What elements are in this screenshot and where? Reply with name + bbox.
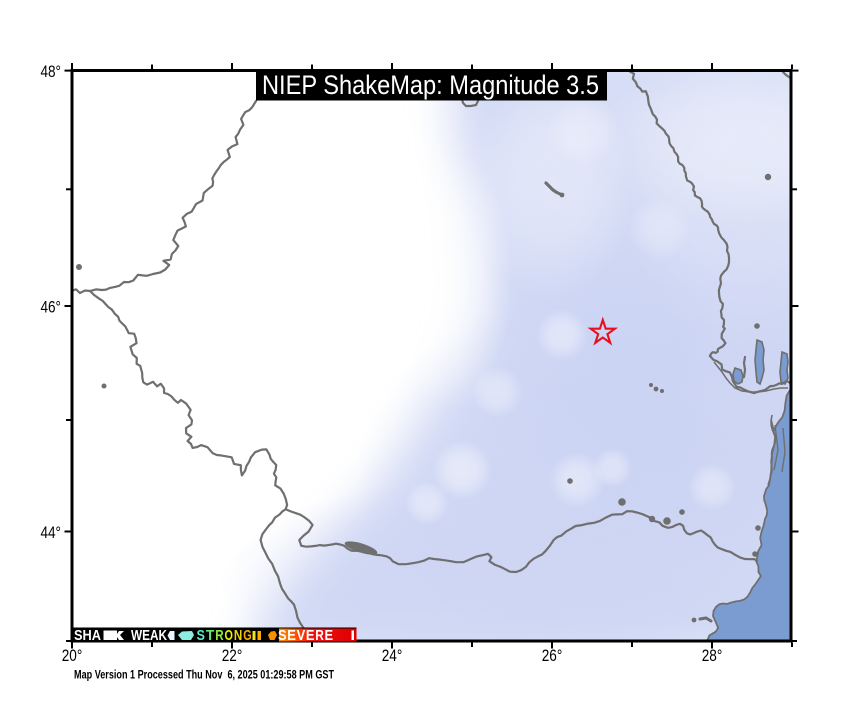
svg-text:46°: 46° bbox=[40, 298, 61, 317]
svg-text:S: S bbox=[197, 628, 206, 644]
svg-text:R: R bbox=[315, 628, 324, 644]
svg-text:E: E bbox=[306, 628, 315, 644]
svg-text:WEAK: WEAK bbox=[131, 628, 167, 644]
svg-text:G: G bbox=[243, 628, 251, 644]
svg-text:SHA: SHA bbox=[74, 628, 101, 644]
svg-text:E: E bbox=[325, 628, 334, 644]
svg-text:44°: 44° bbox=[40, 524, 61, 543]
svg-text:24°: 24° bbox=[382, 647, 403, 666]
svg-text:NIEP ShakeMap: Magnitude 3.5: NIEP ShakeMap: Magnitude 3.5 bbox=[262, 70, 599, 100]
svg-text:26°: 26° bbox=[542, 647, 563, 666]
svg-text:O: O bbox=[225, 628, 233, 644]
svg-text:S: S bbox=[278, 628, 287, 644]
svg-text:Map Version 1 Processed Thu No: Map Version 1 Processed Thu Nov 6, 2025 … bbox=[74, 668, 334, 682]
svg-text:28°: 28° bbox=[702, 647, 723, 666]
svg-text:V: V bbox=[297, 628, 306, 644]
svg-text:T: T bbox=[206, 628, 215, 644]
svg-text:20°: 20° bbox=[62, 647, 83, 666]
svg-text:22°: 22° bbox=[222, 647, 243, 666]
svg-text:48°: 48° bbox=[40, 63, 61, 82]
svg-text:N: N bbox=[234, 628, 242, 644]
svg-text:E: E bbox=[287, 628, 296, 644]
svg-text:R: R bbox=[215, 628, 224, 644]
